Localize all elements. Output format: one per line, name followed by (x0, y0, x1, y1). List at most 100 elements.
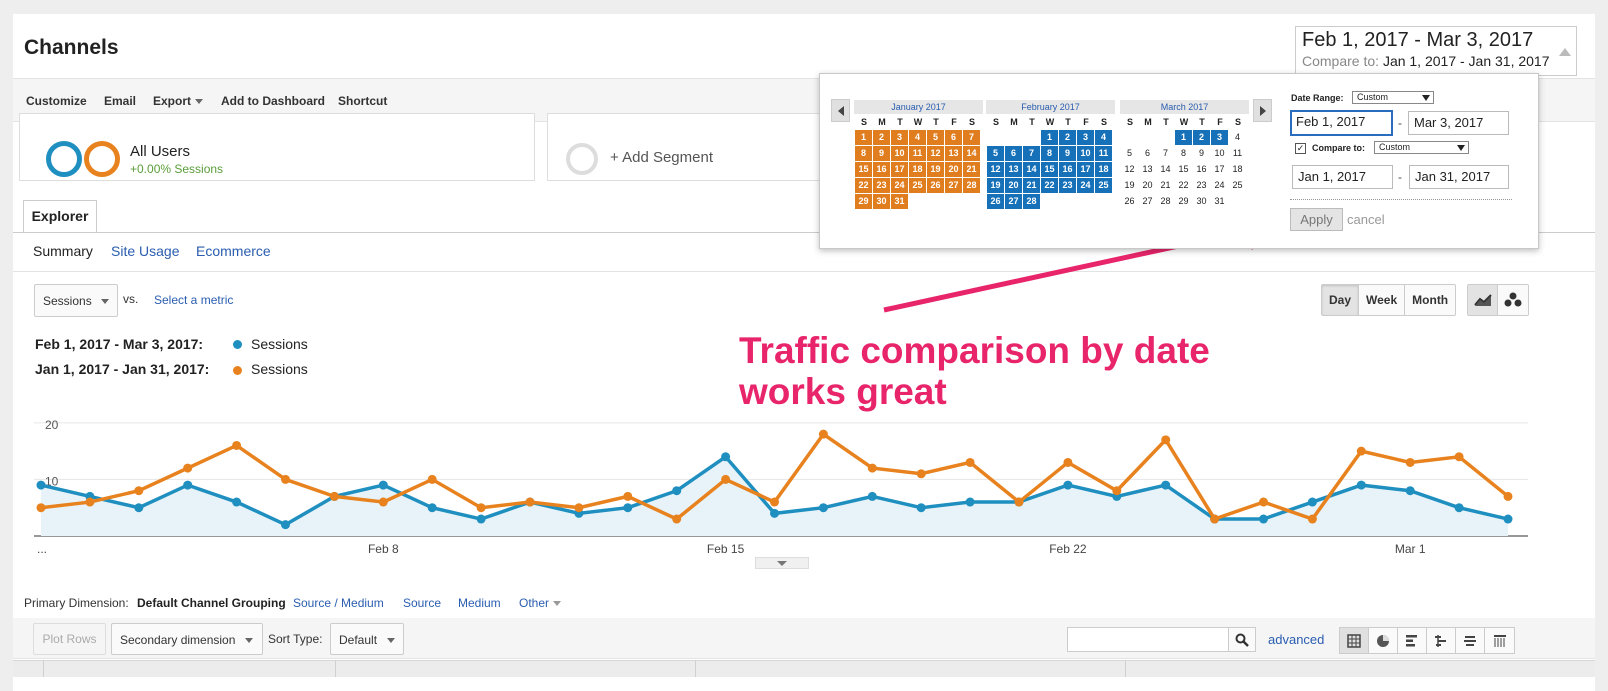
calendar-day[interactable]: 25 (909, 178, 926, 193)
sort-type-select[interactable]: Default (330, 623, 404, 655)
calendar-day[interactable]: 1 (855, 130, 872, 145)
tab-explorer[interactable]: Explorer (23, 200, 97, 233)
calendar-day[interactable]: 4 (909, 130, 926, 145)
term-cloud-icon[interactable] (1456, 628, 1485, 653)
compare-start-input[interactable]: Jan 1, 2017 (1292, 165, 1393, 189)
apply-button[interactable]: Apply (1290, 208, 1343, 231)
dimension-source-medium[interactable]: Source / Medium (293, 596, 384, 610)
calendar-day[interactable]: 27 (945, 178, 962, 193)
calendar-day[interactable]: 20 (1142, 180, 1153, 190)
calendar-day[interactable]: 30 (1196, 196, 1207, 206)
calendar-day[interactable]: 3 (1211, 130, 1228, 145)
table-grid-icon[interactable] (1340, 628, 1369, 653)
comparison-icon[interactable] (1427, 628, 1456, 653)
calendar-day[interactable]: 20 (945, 162, 962, 177)
calendar-day[interactable]: 14 (1023, 162, 1040, 177)
metric-selector[interactable]: Sessions (34, 284, 118, 317)
month-button[interactable]: Month (1412, 293, 1449, 307)
calendar-day[interactable]: 7 (1023, 146, 1040, 161)
calendar-day[interactable]: 17 (891, 162, 908, 177)
calendar-day[interactable]: 7 (963, 130, 980, 145)
calendar-day[interactable]: 1 (1041, 130, 1058, 145)
calendar-day[interactable]: 27 (1142, 196, 1153, 206)
calendar-day[interactable]: 28 (1160, 196, 1171, 206)
tab-site-usage[interactable]: Site Usage (111, 243, 180, 259)
calendar-day[interactable]: 25 (1232, 180, 1243, 190)
compare-preset-select[interactable]: Custom (1374, 141, 1469, 154)
calendar-day[interactable]: 11 (909, 146, 926, 161)
week-button[interactable]: Week (1359, 285, 1406, 315)
add-to-dashboard-button[interactable]: Add to Dashboard (221, 94, 325, 108)
calendar-day[interactable]: 14 (1160, 164, 1171, 174)
calendar-day[interactable]: 8 (855, 146, 872, 161)
calendar-day[interactable]: 18 (1232, 164, 1243, 174)
chart-collapse-handle[interactable] (755, 557, 809, 569)
calendar-day[interactable]: 29 (1178, 196, 1189, 206)
day-button[interactable]: Day (1322, 285, 1360, 315)
calendar-day[interactable]: 5 (927, 130, 944, 145)
email-button[interactable]: Email (104, 94, 137, 108)
calendar-day[interactable]: 23 (873, 178, 890, 193)
calendar-day[interactable]: 12 (987, 162, 1004, 177)
calendar-day[interactable]: 11 (1095, 146, 1112, 161)
cancel-link[interactable]: cancel (1347, 212, 1385, 227)
calendar-day[interactable]: 21 (1023, 178, 1040, 193)
calendar-day[interactable]: 19 (927, 162, 944, 177)
calendar-day[interactable]: 31 (1214, 196, 1225, 206)
calendar-day[interactable]: 18 (1095, 162, 1112, 177)
calendar-day[interactable]: 23 (1059, 178, 1076, 193)
calendar-day[interactable]: 4 (1095, 130, 1112, 145)
calendar-day[interactable]: 1 (1175, 130, 1192, 145)
compare-end-input[interactable]: Jan 31, 2017 (1409, 165, 1509, 189)
line-chart-icon[interactable] (1468, 285, 1498, 315)
calendar-day[interactable]: 5 (1126, 148, 1132, 158)
calendar-day[interactable]: 19 (987, 178, 1004, 193)
calendar-day[interactable]: 2 (873, 130, 890, 145)
calendar-day[interactable]: 22 (1178, 180, 1189, 190)
dimension-default-channel-grouping[interactable]: Default Channel Grouping (137, 596, 286, 610)
calendar-day[interactable]: 14 (963, 146, 980, 161)
calendar-day[interactable]: 13 (1005, 162, 1022, 177)
calendar-day[interactable]: 3 (891, 130, 908, 145)
export-button[interactable]: Export (153, 94, 204, 108)
calendar-day[interactable]: 26 (1124, 196, 1135, 206)
end-date-input[interactable]: Mar 3, 2017 (1408, 111, 1509, 135)
pivot-icon[interactable] (1485, 628, 1514, 653)
date-range-preset-select[interactable]: Custom (1352, 91, 1434, 104)
compare-checkbox[interactable]: ✓ (1295, 143, 1306, 154)
calendar-day[interactable]: 24 (1077, 178, 1094, 193)
calendar-day[interactable]: 24 (891, 178, 908, 193)
calendar-day[interactable]: 9 (873, 146, 890, 161)
chevron-up-icon[interactable] (1559, 48, 1571, 56)
add-segment-button[interactable]: + Add Segment (610, 149, 713, 166)
calendar-day[interactable]: 21 (963, 162, 980, 177)
search-icon[interactable] (1228, 627, 1256, 652)
calendar-day[interactable]: 19 (1124, 180, 1135, 190)
calendar-day[interactable]: 8 (1180, 148, 1186, 158)
calendar-day[interactable]: 13 (945, 146, 962, 161)
calendar-day[interactable]: 16 (873, 162, 890, 177)
calendar-day[interactable]: 6 (945, 130, 962, 145)
next-month-button[interactable] (1253, 99, 1272, 122)
add-segment-box[interactable] (547, 113, 847, 181)
calendar-day[interactable]: 9 (1059, 146, 1076, 161)
pie-chart-icon[interactable] (1369, 628, 1398, 653)
dimension-other[interactable]: Other (519, 596, 562, 610)
calendar-day[interactable]: 15 (855, 162, 872, 177)
customize-button[interactable]: Customize (26, 94, 87, 108)
calendar-day[interactable]: 21 (1160, 180, 1171, 190)
calendar-day[interactable]: 6 (1005, 146, 1022, 161)
start-date-input[interactable]: Feb 1, 2017 (1290, 110, 1393, 136)
dimension-source[interactable]: Source (403, 596, 442, 610)
calendar-day[interactable]: 23 (1196, 180, 1207, 190)
calendar-day[interactable]: 4 (1234, 132, 1240, 142)
tab-ecommerce[interactable]: Ecommerce (196, 243, 271, 259)
calendar-day[interactable]: 30 (873, 194, 890, 209)
calendar-day[interactable]: 12 (927, 146, 944, 161)
calendar-day[interactable]: 12 (1124, 164, 1135, 174)
calendar-day[interactable]: 16 (1059, 162, 1076, 177)
calendar-day[interactable]: 25 (1095, 178, 1112, 193)
calendar-day[interactable]: 28 (963, 178, 980, 193)
calendar-day[interactable]: 10 (891, 146, 908, 161)
bar-chart-icon[interactable] (1398, 628, 1427, 653)
